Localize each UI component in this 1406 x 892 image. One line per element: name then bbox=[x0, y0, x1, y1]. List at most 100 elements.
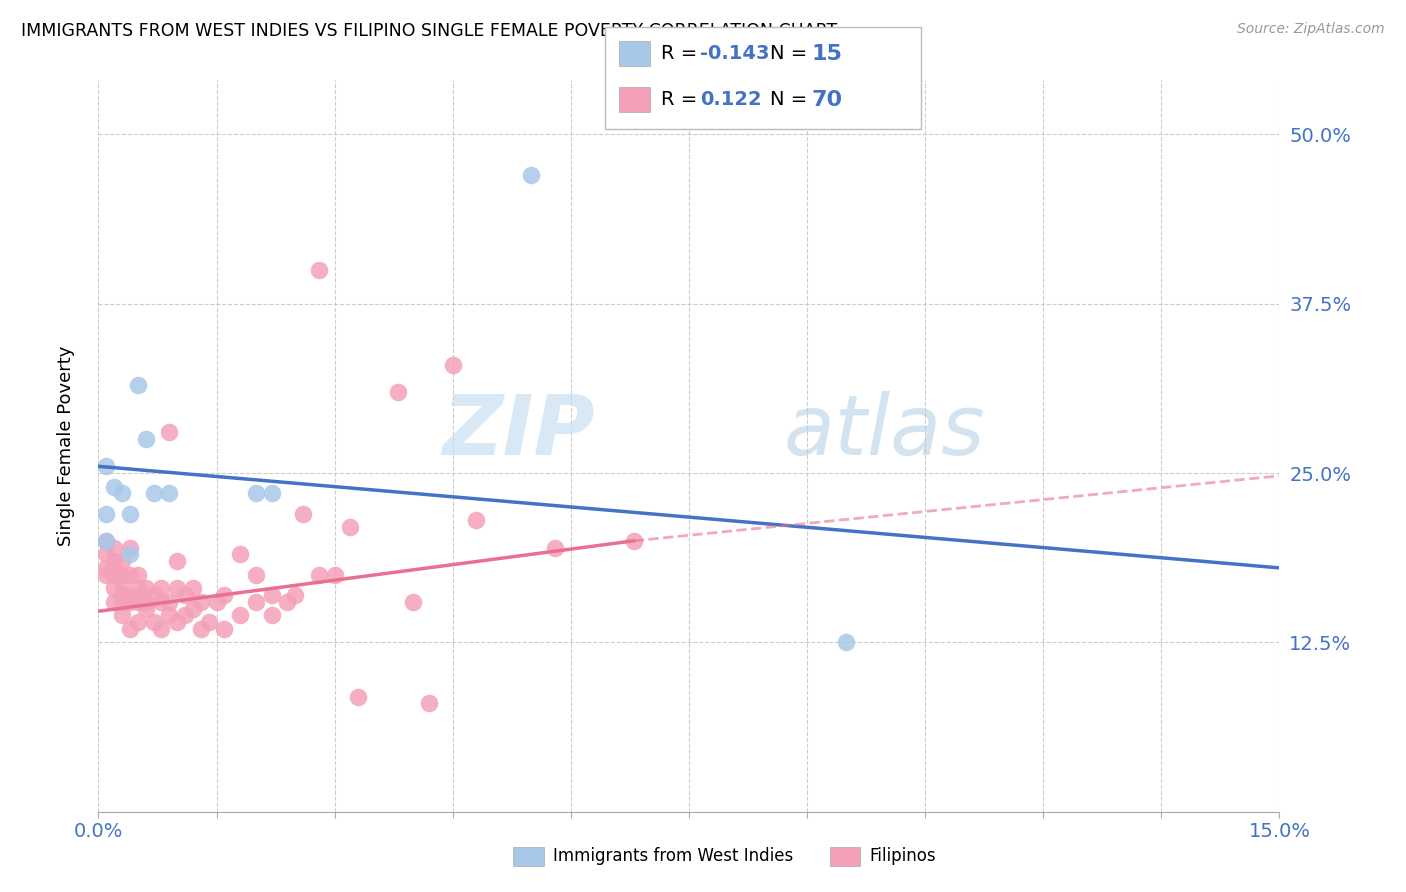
Point bbox=[127, 378, 149, 392]
Text: IMMIGRANTS FROM WEST INDIES VS FILIPINO SINGLE FEMALE POVERTY CORRELATION CHART: IMMIGRANTS FROM WEST INDIES VS FILIPINO … bbox=[21, 22, 838, 40]
Point bbox=[323, 567, 346, 582]
Point bbox=[157, 486, 180, 500]
Text: Filipinos: Filipinos bbox=[869, 847, 935, 865]
Point bbox=[418, 697, 440, 711]
Point bbox=[111, 486, 134, 500]
Point bbox=[245, 486, 267, 500]
Point bbox=[284, 588, 307, 602]
Point bbox=[142, 486, 165, 500]
Point bbox=[135, 581, 157, 595]
Point bbox=[441, 358, 464, 372]
Point bbox=[135, 601, 157, 615]
Point bbox=[260, 608, 283, 623]
Point bbox=[103, 480, 125, 494]
Point bbox=[118, 588, 141, 602]
Point bbox=[260, 588, 283, 602]
Point bbox=[276, 595, 298, 609]
Point bbox=[127, 581, 149, 595]
Point bbox=[127, 595, 149, 609]
Point bbox=[166, 581, 188, 595]
Point bbox=[157, 425, 180, 440]
Point bbox=[118, 547, 141, 561]
Text: atlas: atlas bbox=[783, 391, 986, 472]
Point bbox=[623, 533, 645, 548]
Point bbox=[96, 547, 118, 561]
Point bbox=[150, 622, 173, 636]
Point bbox=[111, 554, 134, 568]
Text: Source: ZipAtlas.com: Source: ZipAtlas.com bbox=[1237, 22, 1385, 37]
Point bbox=[157, 595, 180, 609]
Point bbox=[127, 567, 149, 582]
Point bbox=[181, 581, 204, 595]
Point bbox=[103, 581, 125, 595]
Point bbox=[214, 588, 236, 602]
Point bbox=[245, 567, 267, 582]
Point bbox=[142, 615, 165, 629]
Point bbox=[135, 432, 157, 446]
Point bbox=[96, 561, 118, 575]
Point bbox=[544, 541, 567, 555]
Point bbox=[229, 608, 252, 623]
Text: 15: 15 bbox=[811, 44, 842, 63]
Y-axis label: Single Female Poverty: Single Female Poverty bbox=[56, 346, 75, 546]
Point bbox=[96, 459, 118, 474]
Point bbox=[96, 567, 118, 582]
Text: R =: R = bbox=[661, 44, 703, 63]
Text: Immigrants from West Indies: Immigrants from West Indies bbox=[553, 847, 793, 865]
Point bbox=[190, 595, 212, 609]
Point bbox=[166, 554, 188, 568]
Point bbox=[308, 263, 330, 277]
Text: N =: N = bbox=[770, 44, 814, 63]
Point bbox=[111, 595, 134, 609]
Point bbox=[308, 567, 330, 582]
Point bbox=[174, 588, 197, 602]
Point bbox=[103, 561, 125, 575]
Point bbox=[402, 595, 425, 609]
Text: N =: N = bbox=[770, 90, 814, 110]
Point bbox=[111, 567, 134, 582]
Point bbox=[245, 595, 267, 609]
Point bbox=[465, 514, 488, 528]
Point bbox=[118, 595, 141, 609]
Point bbox=[347, 690, 370, 704]
Text: R =: R = bbox=[661, 90, 710, 110]
Point bbox=[127, 615, 149, 629]
Point bbox=[118, 541, 141, 555]
Point bbox=[197, 615, 219, 629]
Point bbox=[174, 608, 197, 623]
Point bbox=[520, 168, 543, 182]
Point bbox=[111, 608, 134, 623]
Point bbox=[214, 622, 236, 636]
Point bbox=[292, 507, 315, 521]
Point bbox=[103, 554, 125, 568]
Text: 70: 70 bbox=[811, 90, 842, 110]
Point bbox=[103, 567, 125, 582]
Point bbox=[103, 541, 125, 555]
Point bbox=[96, 533, 118, 548]
Point bbox=[135, 595, 157, 609]
Point bbox=[111, 574, 134, 589]
Text: ZIP: ZIP bbox=[441, 391, 595, 472]
Point bbox=[118, 622, 141, 636]
Text: -0.143: -0.143 bbox=[700, 44, 769, 63]
Point bbox=[150, 595, 173, 609]
Point bbox=[142, 588, 165, 602]
Point bbox=[111, 588, 134, 602]
Point bbox=[229, 547, 252, 561]
Point bbox=[190, 622, 212, 636]
Point bbox=[103, 595, 125, 609]
Point bbox=[96, 533, 118, 548]
Point bbox=[118, 507, 141, 521]
Point bbox=[181, 601, 204, 615]
Point bbox=[96, 507, 118, 521]
Point bbox=[835, 635, 858, 649]
Point bbox=[118, 567, 141, 582]
Point bbox=[339, 520, 361, 534]
Point bbox=[260, 486, 283, 500]
Point bbox=[205, 595, 228, 609]
Point bbox=[166, 615, 188, 629]
Text: 0.122: 0.122 bbox=[700, 90, 762, 110]
Point bbox=[157, 608, 180, 623]
Point bbox=[150, 581, 173, 595]
Point bbox=[387, 384, 409, 399]
